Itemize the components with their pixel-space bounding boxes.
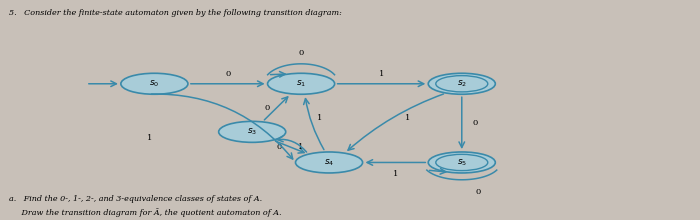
- Ellipse shape: [267, 73, 335, 94]
- Text: 1: 1: [298, 143, 303, 151]
- Text: 0: 0: [264, 104, 270, 112]
- Text: 0: 0: [225, 70, 230, 78]
- Ellipse shape: [295, 152, 363, 173]
- Text: $s_2$: $s_2$: [456, 79, 467, 89]
- Text: 1: 1: [317, 114, 323, 122]
- Text: 1: 1: [393, 170, 398, 178]
- Text: 1: 1: [147, 134, 152, 142]
- Ellipse shape: [121, 73, 188, 94]
- Text: a.   Find the 0-, 1-, 2-, and 3-equivalence classes of states of A.: a. Find the 0-, 1-, 2-, and 3-equivalenc…: [8, 195, 262, 204]
- Text: 0: 0: [298, 49, 304, 57]
- Text: 1: 1: [405, 114, 410, 122]
- Text: $s_3$: $s_3$: [247, 127, 258, 137]
- Ellipse shape: [428, 152, 496, 173]
- Text: 0: 0: [476, 188, 481, 196]
- Text: $s_1$: $s_1$: [296, 79, 306, 89]
- Text: $s_0$: $s_0$: [149, 79, 160, 89]
- Text: $s_4$: $s_4$: [324, 157, 334, 168]
- Text: $s_5$: $s_5$: [456, 157, 467, 168]
- Text: 5.   Consider the finite-state automaton given by the following transition diagr: 5. Consider the finite-state automaton g…: [8, 9, 342, 17]
- Text: 1: 1: [379, 70, 384, 78]
- Ellipse shape: [218, 121, 286, 142]
- Ellipse shape: [428, 73, 496, 94]
- Text: Draw the transition diagram for Ā, the quotient automaton of A.: Draw the transition diagram for Ā, the q…: [8, 208, 281, 217]
- Text: 0: 0: [472, 119, 477, 127]
- Text: 0: 0: [276, 143, 281, 151]
